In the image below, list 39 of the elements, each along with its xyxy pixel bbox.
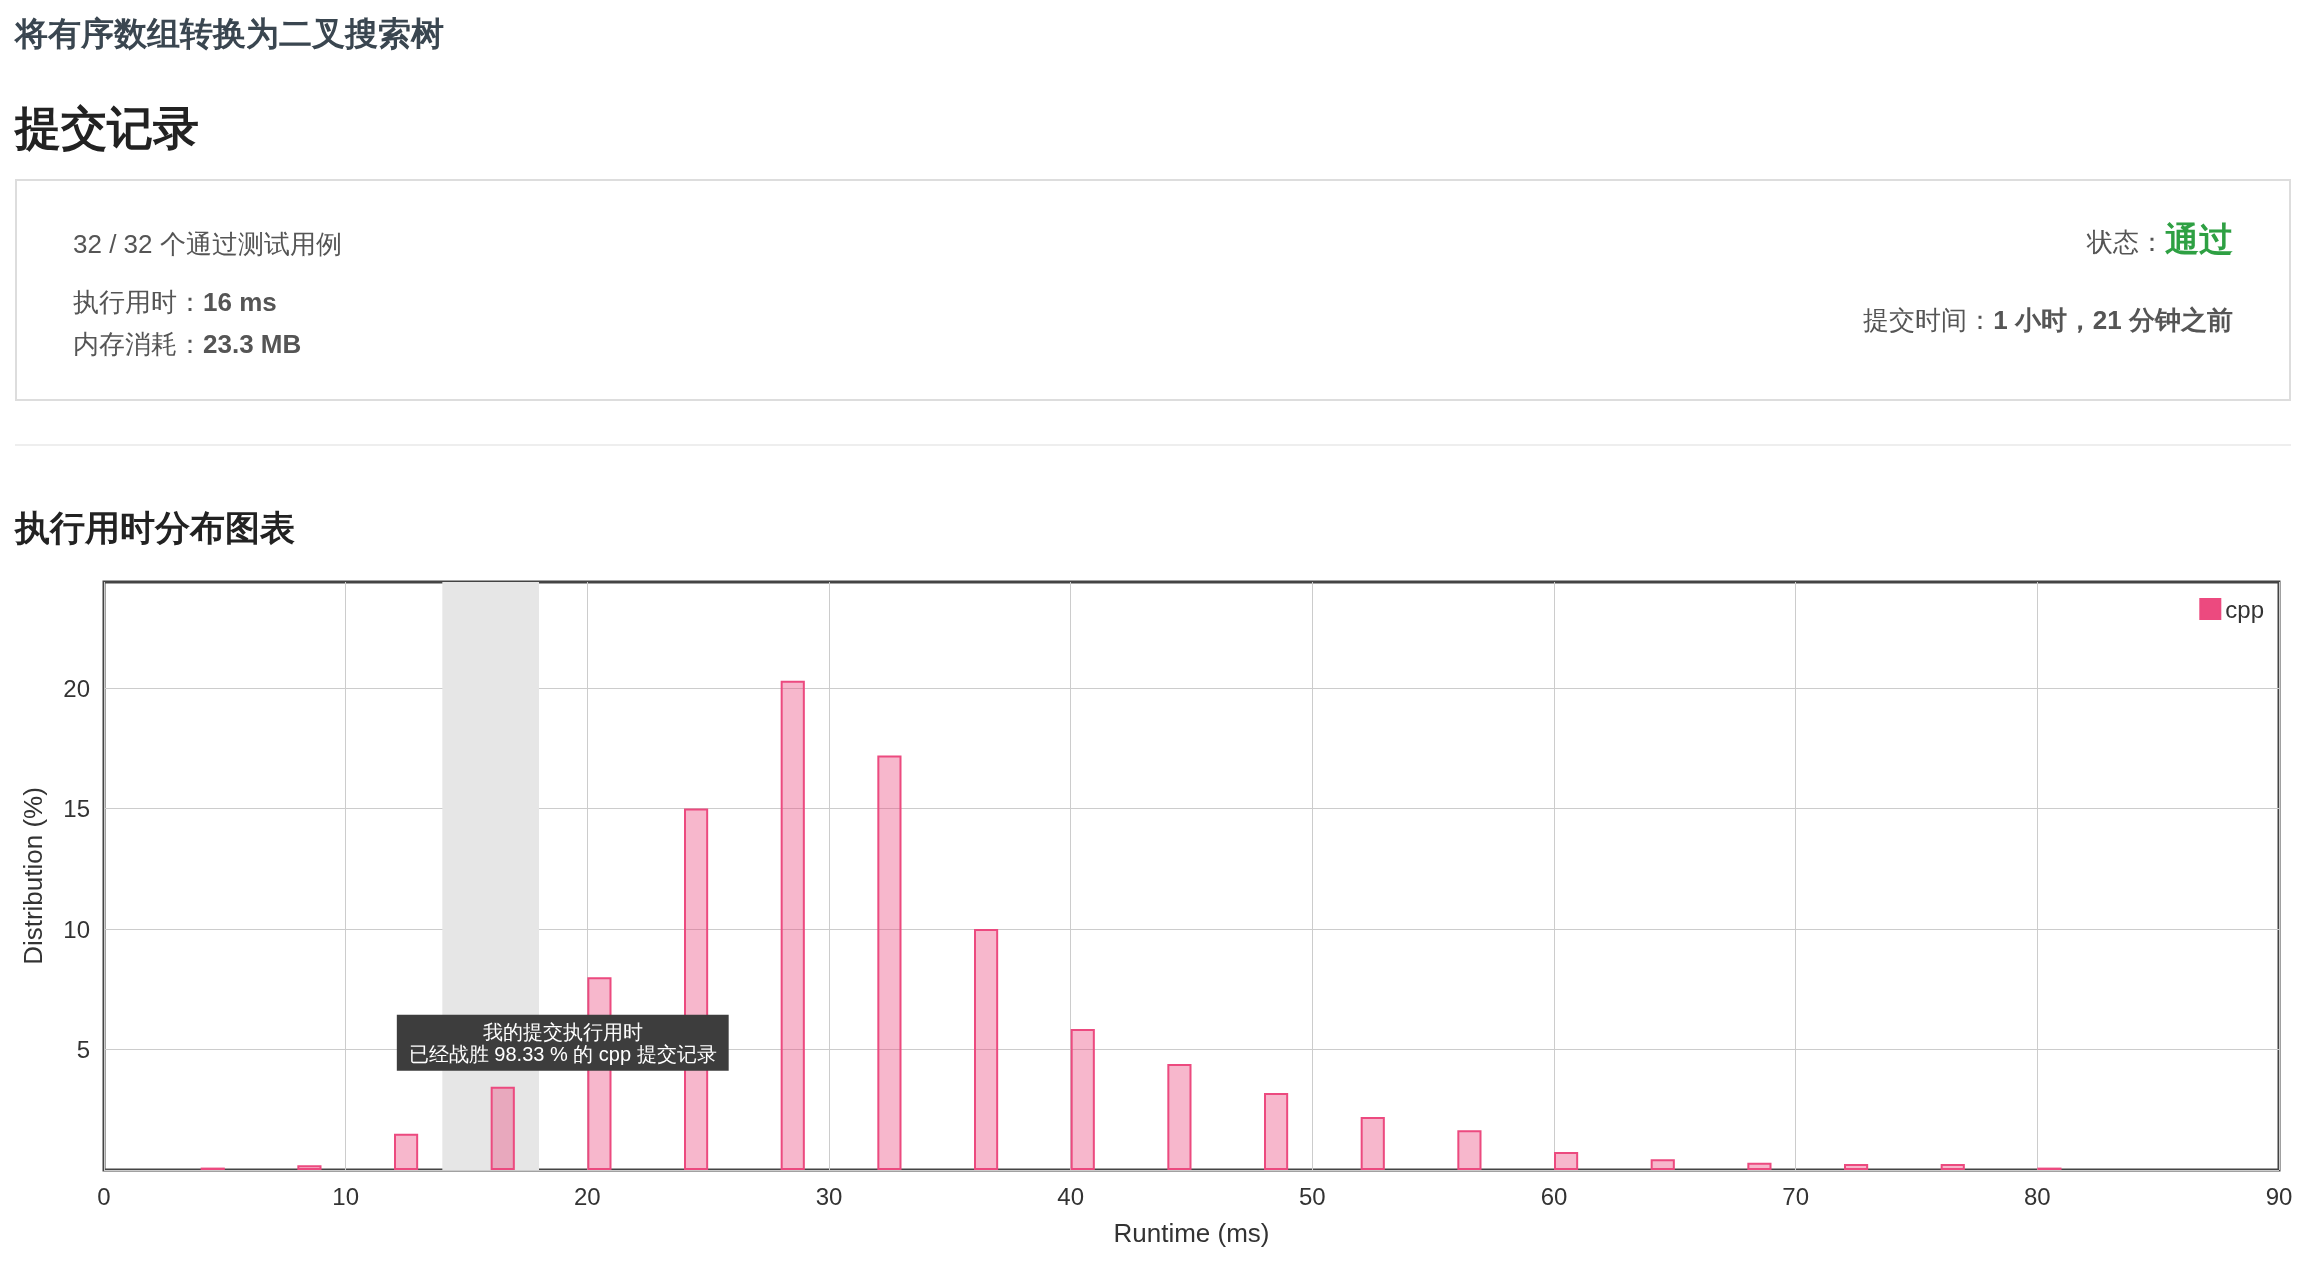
x-axis-title: Runtime (ms): [1113, 1218, 1270, 1248]
bar: [1844, 1163, 1869, 1170]
x-tick-label: 60: [1540, 1182, 1568, 1210]
text: 将有序数组转换为二叉搜索树: [15, 14, 444, 54]
bar: [1650, 1159, 1675, 1170]
chart-title: 执行用时分布图表: [15, 507, 295, 549]
x-tick-label: 80: [2023, 1182, 2051, 1210]
x-tick-label: 90: [2265, 1182, 2293, 1210]
bar: [1360, 1116, 1385, 1170]
x-tick-label: 30: [815, 1182, 843, 1210]
bar: [297, 1165, 322, 1170]
x-tick-label: 50: [1298, 1182, 1326, 1210]
text: 提交记录: [15, 101, 199, 156]
y-tick-label: 20: [63, 674, 90, 702]
bar: [1747, 1162, 1772, 1170]
bar: [1554, 1151, 1579, 1170]
bar: [394, 1133, 419, 1170]
bar: [974, 929, 999, 1170]
x-tick-label: 0: [97, 1182, 111, 1210]
annotation: 已经战胜 98.33 % 的 cpp 提交记录: [408, 1042, 717, 1065]
x-tick-label: 40: [1057, 1182, 1085, 1210]
bar: [1264, 1092, 1289, 1170]
y-tick-label: 10: [63, 915, 90, 943]
bar: [1940, 1163, 1965, 1170]
x-tick-label: 20: [573, 1182, 601, 1210]
bar: [780, 680, 805, 1170]
legend-label: cpp: [2225, 595, 2265, 623]
bar: [877, 755, 902, 1170]
y-axis-title: Distribution (%): [18, 787, 48, 965]
annotation: 我的提交执行用时: [482, 1020, 643, 1043]
bar: [1070, 1029, 1095, 1170]
bar: [490, 1086, 515, 1170]
x-tick-label: 70: [1782, 1182, 1810, 1210]
bar: [1167, 1063, 1192, 1170]
x-tick-label: 10: [332, 1182, 360, 1210]
info-panel: 32 / 32 个通过测试用例 执行用时：16 ms 内存消耗：23.3 MB 状态：通过 提交时间：1 小时，21 分钟之前: [15, 179, 2291, 401]
y-tick-label: 5: [76, 1036, 90, 1064]
bar: [1457, 1130, 1482, 1170]
y-tick-label: 15: [63, 795, 90, 823]
